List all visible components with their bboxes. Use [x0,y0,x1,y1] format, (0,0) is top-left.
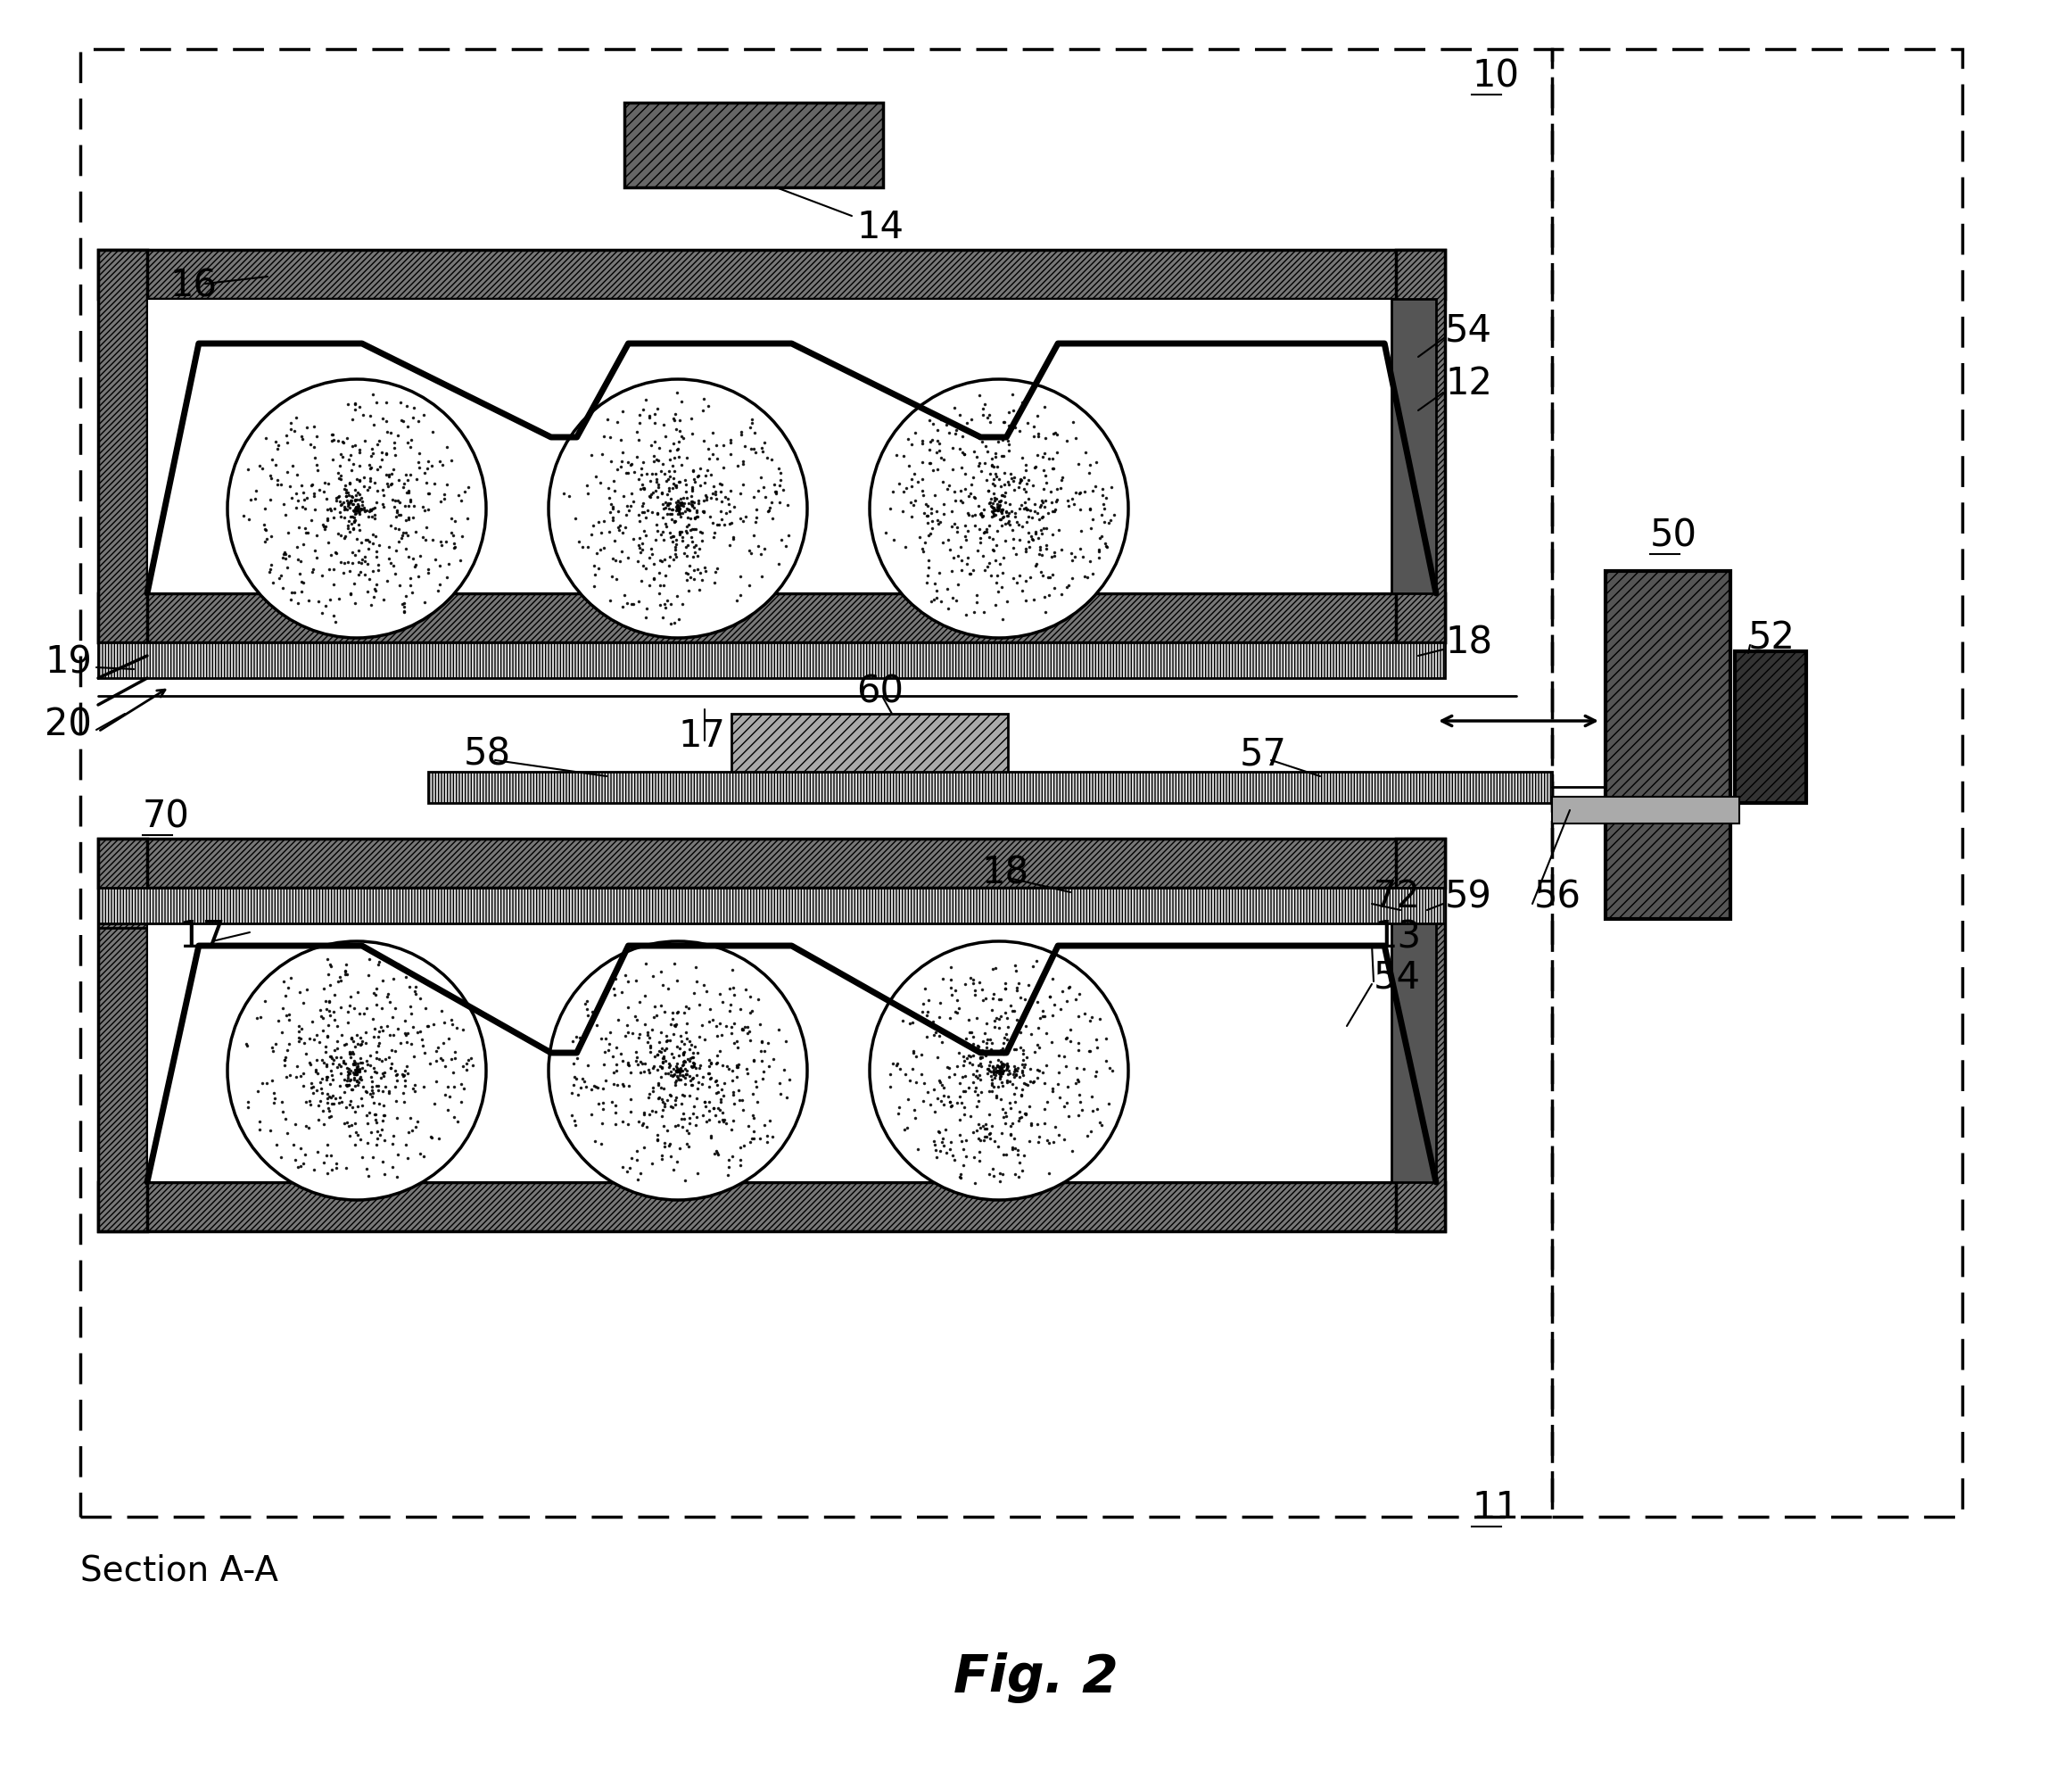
Text: 13: 13 [1374,917,1421,956]
Text: 57: 57 [1239,735,1287,772]
Bar [147,887,1397,1183]
Bar [97,593,1444,643]
Bar [97,839,1444,887]
Bar [731,714,1007,772]
Circle shape [549,940,808,1201]
Text: 56: 56 [1533,878,1581,916]
Bar [81,50,1552,1516]
Bar [1552,50,1962,1516]
Text: 11: 11 [1471,1489,1519,1527]
Circle shape [228,379,487,638]
Text: 59: 59 [1444,878,1492,916]
Text: 52: 52 [1749,620,1794,657]
Text: 70: 70 [143,797,191,836]
Circle shape [228,940,487,1201]
Bar [1392,887,1436,1183]
Bar [1734,652,1807,802]
Text: 17: 17 [178,917,226,956]
Bar [147,299,1397,593]
Text: 19: 19 [46,643,91,680]
Bar [1397,839,1444,1231]
Circle shape [870,940,1129,1201]
Text: 54: 54 [1444,312,1492,349]
Bar [97,839,147,1231]
Text: 72: 72 [1374,878,1421,916]
Bar [1397,250,1444,643]
Bar [1606,570,1730,919]
Bar [97,1183,1444,1231]
Text: 17: 17 [678,717,725,754]
Bar [97,250,147,643]
Bar [429,772,1552,802]
Bar [1392,299,1436,593]
Bar [1552,797,1738,824]
Circle shape [549,379,808,638]
Text: 50: 50 [1649,517,1697,554]
Text: Fig. 2: Fig. 2 [953,1652,1119,1702]
Text: 16: 16 [170,267,218,305]
Bar [97,887,1444,923]
Text: 60: 60 [856,673,903,710]
Text: 14: 14 [856,209,903,246]
Text: 20: 20 [46,705,91,744]
Text: 12: 12 [1444,365,1492,402]
Text: Section A-A: Section A-A [81,1553,278,1587]
Bar [97,250,1444,299]
Bar [97,643,1444,678]
Text: 58: 58 [464,735,512,772]
Circle shape [870,379,1129,638]
Text: 18: 18 [1444,623,1492,661]
Text: 10: 10 [1471,57,1519,94]
Bar [624,103,883,188]
Text: 18: 18 [982,854,1028,891]
Text: 54: 54 [1374,958,1421,995]
